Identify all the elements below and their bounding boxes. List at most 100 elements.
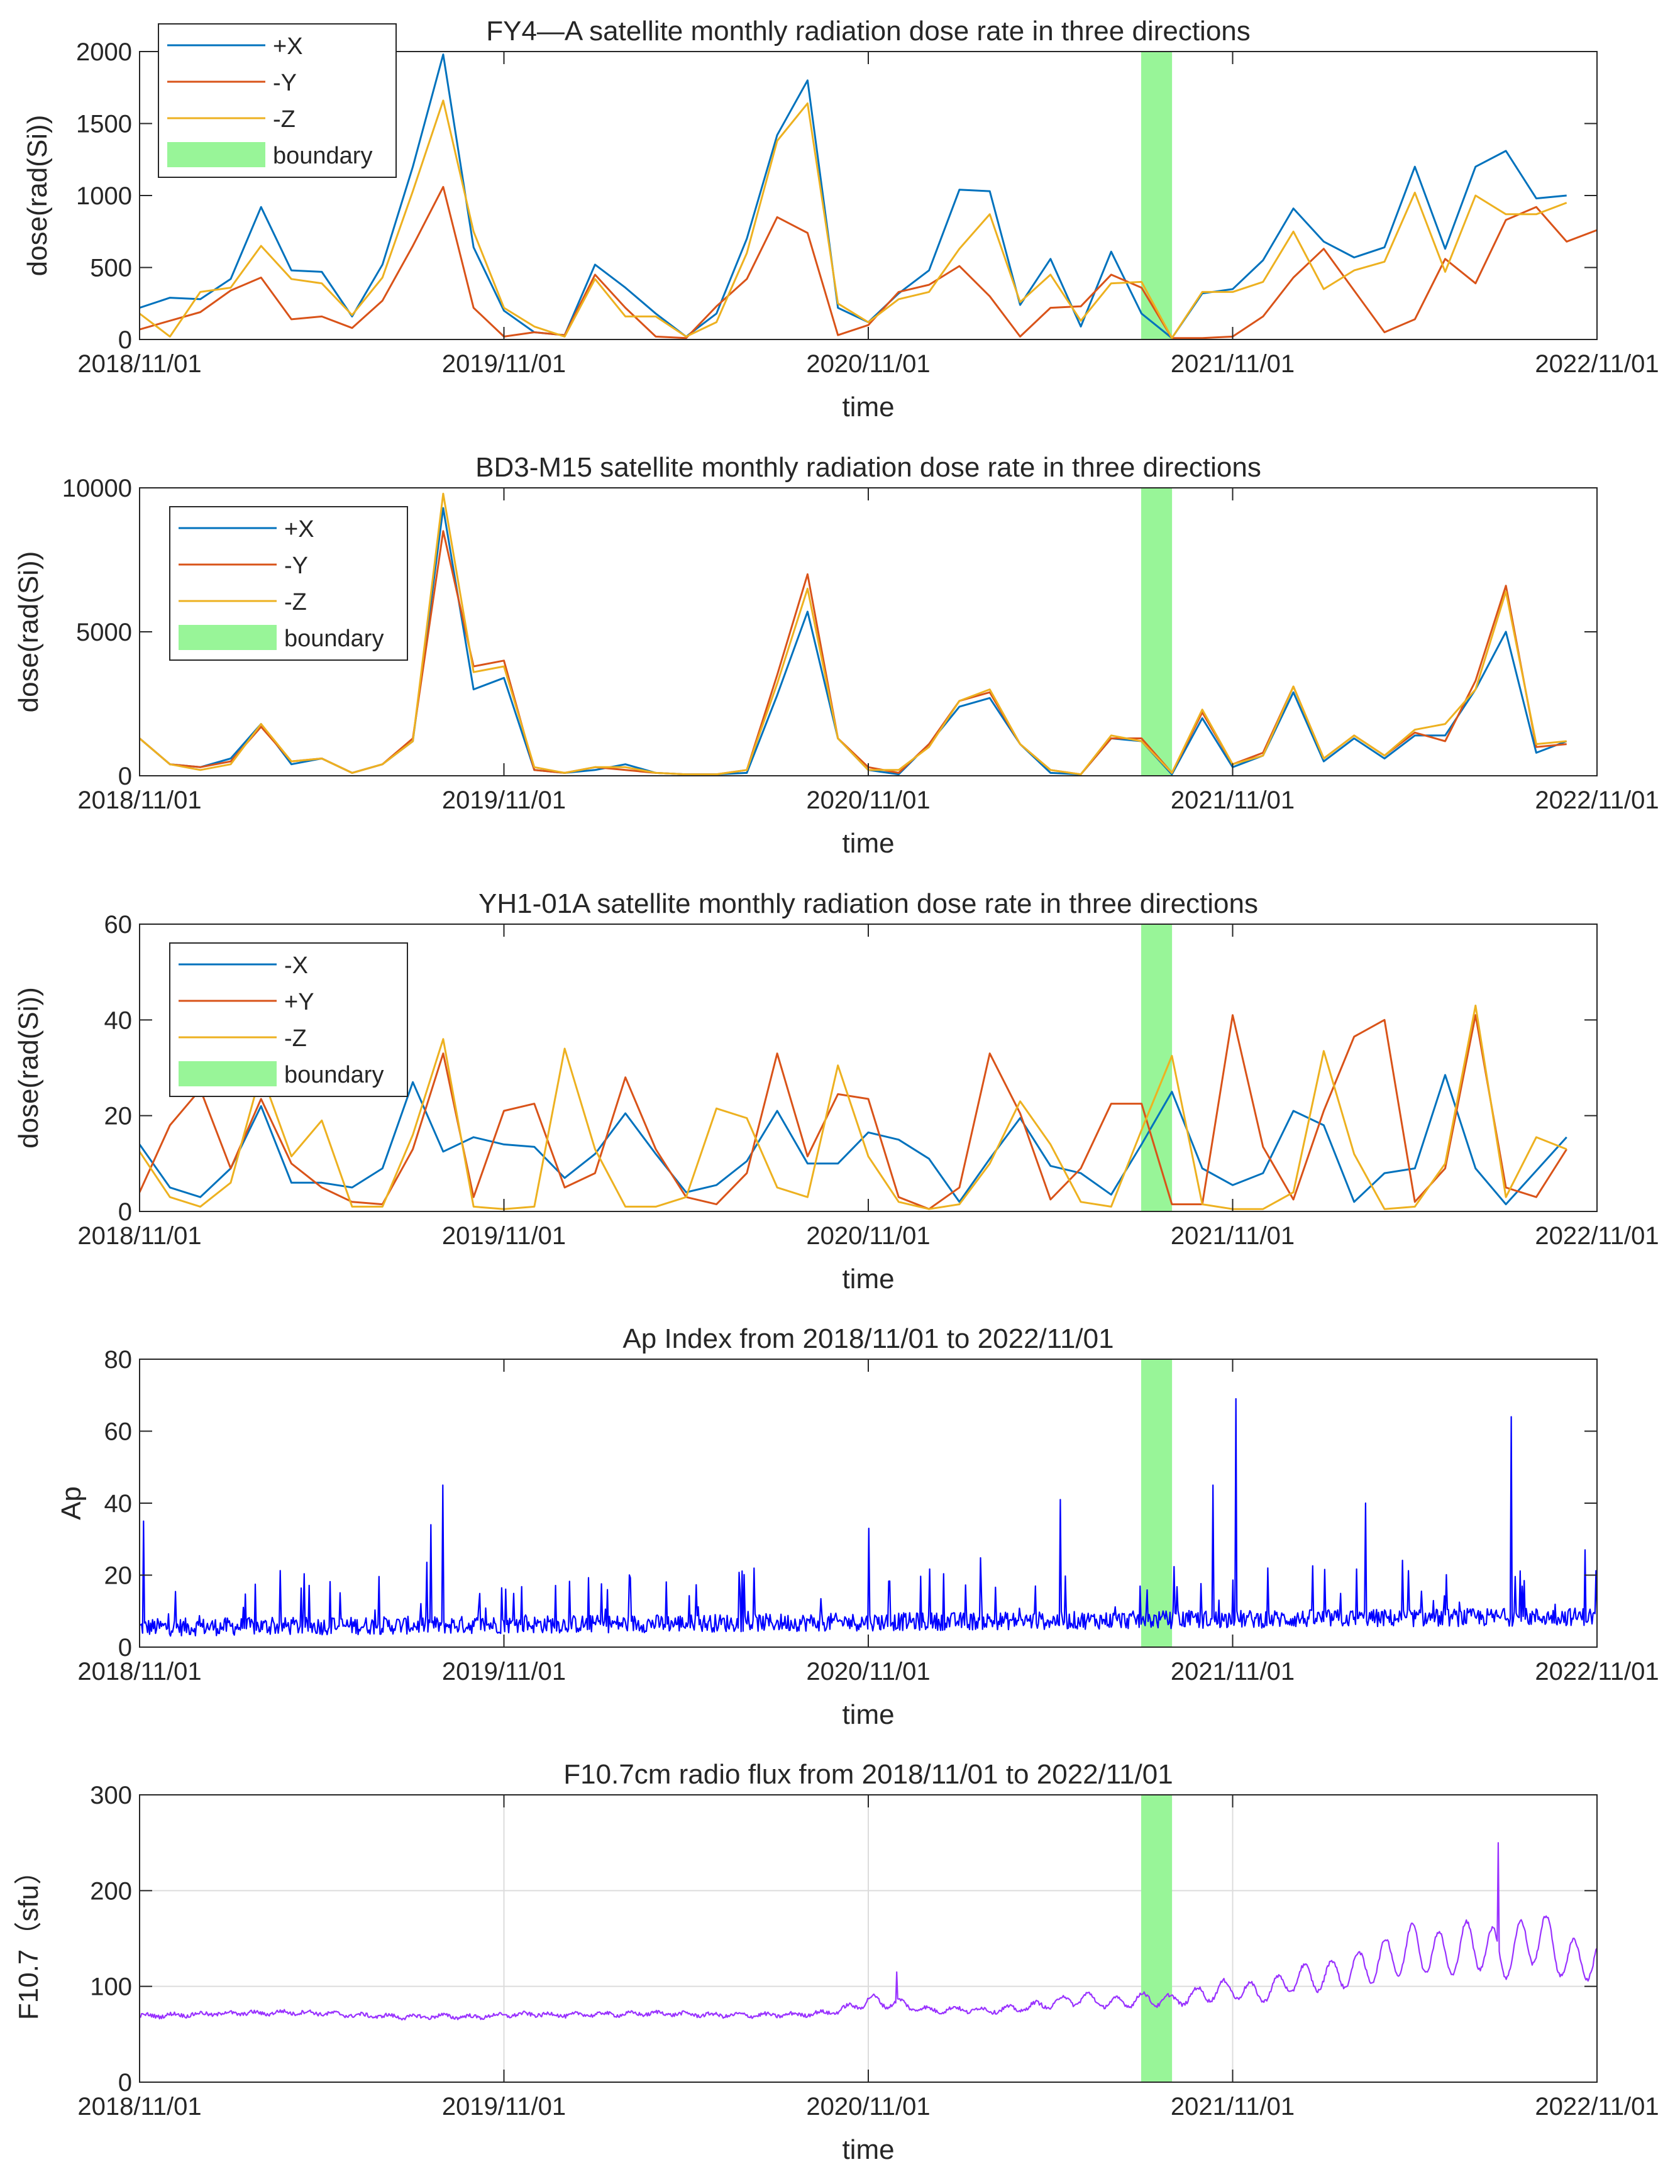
legend-label: +X <box>284 516 314 543</box>
y-tick-label: 0 <box>118 763 132 790</box>
x-tick-label: 2018/11/01 <box>77 2093 201 2121</box>
x-tick-label: 2019/11/01 <box>442 786 566 814</box>
chart-title: FY4—A satellite monthly radiation dose r… <box>486 16 1251 47</box>
data-layer <box>140 53 1597 339</box>
legend-label: +X <box>273 33 303 60</box>
boundary-band <box>1141 1359 1173 1647</box>
y-tick-label: 60 <box>104 911 133 939</box>
legend-label: -Y <box>284 553 308 579</box>
panel-5: 2018/11/01 2019/11/01 2020/11/01 2021/11/01… <box>13 1759 1659 2165</box>
y-axis-label: dose(rad(Si)) <box>13 987 44 1149</box>
series-line-3 <box>140 99 1567 339</box>
boundary-band <box>1141 488 1173 776</box>
chart-title: YH1-01A satellite monthly radiation dose… <box>478 888 1258 919</box>
legend-swatch-boundary <box>179 625 277 650</box>
y-tick-label: 20 <box>104 1562 133 1590</box>
y-axis-label: Ap <box>56 1486 87 1520</box>
legend-label: boundary <box>284 626 384 652</box>
x-tick-label: 2020/11/01 <box>806 350 930 378</box>
y-tick-label: 0 <box>118 326 132 354</box>
x-tick-label: 2018/11/01 <box>77 350 201 378</box>
y-tick-label: 40 <box>104 1007 133 1034</box>
series-line-2 <box>140 185 1597 339</box>
legend-label: boundary <box>273 143 372 169</box>
y-axis-label: F10.7（sfu） <box>13 1857 44 2020</box>
x-tick-label: 2019/11/01 <box>442 2093 566 2121</box>
data-layer <box>140 492 1567 776</box>
y-tick-label: 1500 <box>76 111 132 138</box>
y-tick-label: 0 <box>118 1198 132 1226</box>
x-tick-label: 2020/11/01 <box>806 2093 930 2121</box>
legend-label: -Y <box>273 70 297 96</box>
series-line-1 <box>140 1074 1567 1206</box>
x-axis-label: time <box>842 392 894 422</box>
x-tick-label: 2021/11/01 <box>1171 786 1295 814</box>
series-line-3 <box>140 492 1567 776</box>
series-line-1 <box>140 53 1567 339</box>
panel-3: 2018/11/01 2019/11/01 2020/11/01 2021/11/01… <box>13 888 1659 1294</box>
legend-swatch-boundary <box>167 142 265 167</box>
x-tick-label: 2021/11/01 <box>1171 350 1295 378</box>
panel-1: 2018/11/01 2019/11/01 2020/11/01 2021/11/01… <box>22 16 1659 422</box>
legend: +X -Y -Z boundary <box>169 506 408 661</box>
y-tick-label: 60 <box>104 1418 133 1446</box>
legend-label: boundary <box>284 1062 384 1088</box>
x-tick-label: 2021/11/01 <box>1171 1658 1295 1685</box>
y-tick-label: 0 <box>118 1634 132 1662</box>
data-layer <box>140 1842 1597 2021</box>
y-tick-label: 0 <box>118 2069 132 2097</box>
x-axis-label: time <box>842 1264 894 1294</box>
legend-label: +Y <box>284 989 314 1015</box>
data-layer <box>140 1398 1597 1637</box>
series-line-3 <box>140 1005 1567 1210</box>
x-tick-label: 2020/11/01 <box>806 786 930 814</box>
panel-4: 2018/11/01 2019/11/01 2020/11/01 2021/11/01… <box>56 1323 1659 1730</box>
x-tick-label: 2019/11/01 <box>442 350 566 378</box>
legend-label: -X <box>284 952 308 979</box>
chart-title: BD3-M15 satellite monthly radiation dose… <box>475 452 1261 483</box>
x-tick-label: 2022/11/01 <box>1535 2093 1659 2121</box>
y-tick-label: 40 <box>104 1490 133 1518</box>
f107-line <box>140 1842 1597 2021</box>
y-tick-label: 100 <box>90 1973 132 2001</box>
panel-2: 2018/11/01 2019/11/01 2020/11/01 2021/11/01… <box>13 452 1659 859</box>
legend-label: -Z <box>284 589 307 615</box>
legend-swatch-boundary <box>179 1061 277 1086</box>
y-tick-label: 10000 <box>62 475 132 502</box>
x-tick-label: 2019/11/01 <box>442 1658 566 1685</box>
chart-title: F10.7cm radio flux from 2018/11/01 to 20… <box>563 1759 1173 1790</box>
x-tick-label: 2020/11/01 <box>806 1222 930 1250</box>
legend: -X +Y -Z boundary <box>169 942 408 1097</box>
x-axis-label: time <box>842 1699 894 1730</box>
x-tick-label: 2021/11/01 <box>1171 1222 1295 1250</box>
y-tick-label: 500 <box>90 255 132 282</box>
data-layer <box>140 1005 1567 1210</box>
y-tick-label: 1000 <box>76 182 132 210</box>
x-tick-label: 2022/11/01 <box>1535 786 1659 814</box>
x-tick-label: 2020/11/01 <box>806 1658 930 1685</box>
y-tick-label: 2000 <box>76 38 132 66</box>
y-tick-label: 200 <box>90 1877 132 1905</box>
x-tick-label: 2022/11/01 <box>1535 1222 1659 1250</box>
y-tick-label: 80 <box>104 1346 133 1374</box>
y-axis-label: dose(rad(Si)) <box>13 551 44 713</box>
legend: +X -Y -Z boundary <box>158 23 397 178</box>
boundary-band <box>1141 1795 1173 2082</box>
legend-label: -Z <box>284 1025 307 1052</box>
x-tick-label: 2018/11/01 <box>77 786 201 814</box>
legend-label: -Z <box>273 106 296 133</box>
x-tick-label: 2022/11/01 <box>1535 1658 1659 1685</box>
x-tick-label: 2022/11/01 <box>1535 350 1659 378</box>
y-axis-label: dose(rad(Si)) <box>22 115 53 277</box>
series-line-2 <box>140 1014 1567 1210</box>
x-tick-label: 2018/11/01 <box>77 1658 201 1685</box>
y-tick-label: 5000 <box>76 619 132 646</box>
x-tick-label: 2019/11/01 <box>442 1222 566 1250</box>
x-tick-label: 2021/11/01 <box>1171 2093 1295 2121</box>
chart-title: Ap Index from 2018/11/01 to 2022/11/01 <box>622 1323 1114 1354</box>
x-tick-label: 2018/11/01 <box>77 1222 201 1250</box>
x-axis-label: time <box>842 828 894 859</box>
ap-index-line <box>140 1398 1597 1637</box>
